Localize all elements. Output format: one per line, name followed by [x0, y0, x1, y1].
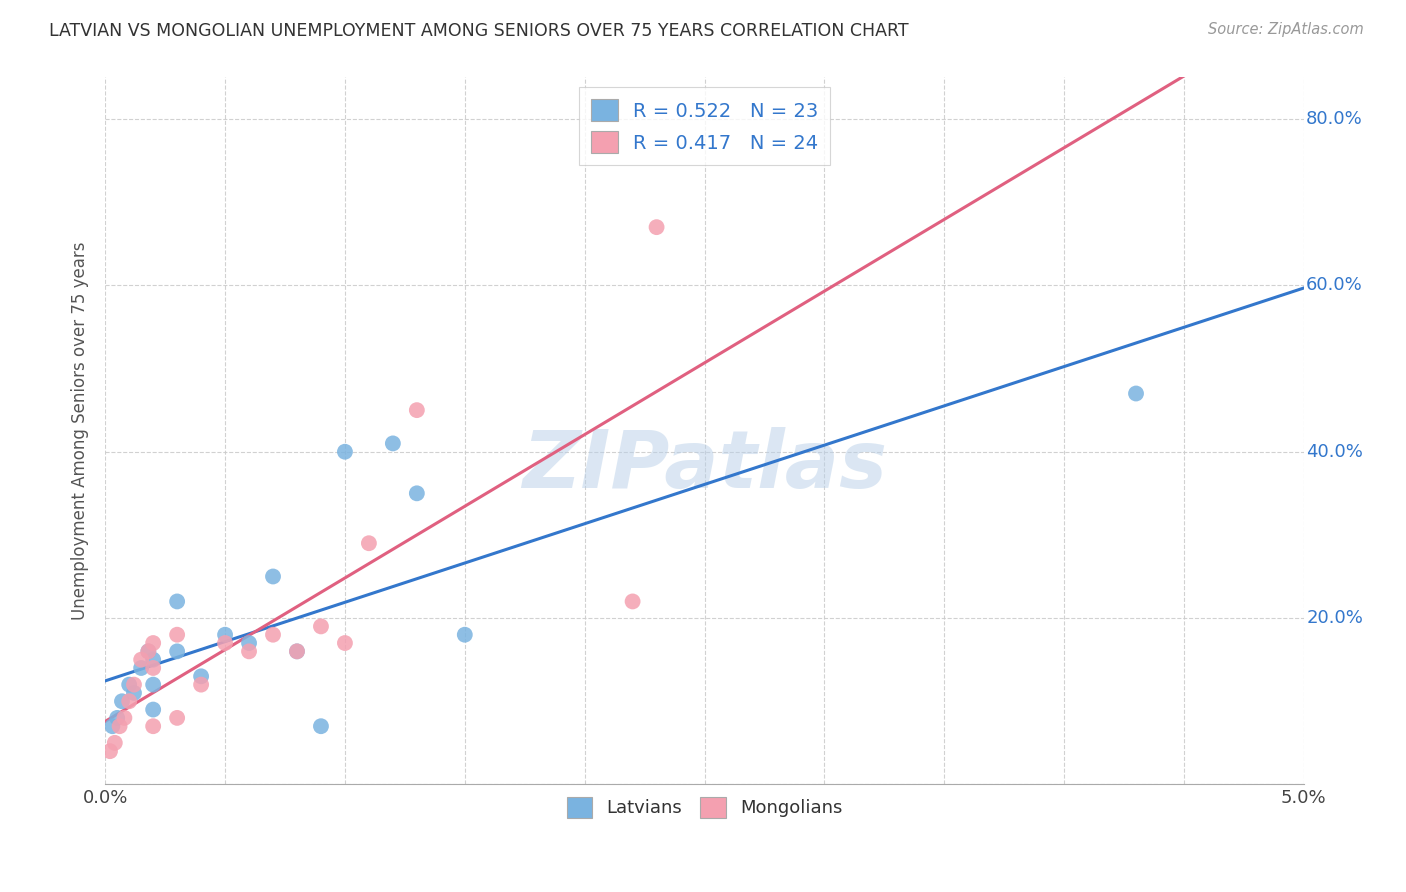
- Text: 20.0%: 20.0%: [1306, 609, 1362, 627]
- Point: [405, 403, 427, 417]
- Point: [118, 694, 141, 708]
- Point: [166, 711, 188, 725]
- Point: [101, 719, 124, 733]
- Point: [166, 628, 188, 642]
- Point: [262, 569, 284, 583]
- Y-axis label: Unemployment Among Seniors over 75 years: Unemployment Among Seniors over 75 years: [72, 242, 89, 620]
- Point: [142, 661, 165, 675]
- Point: [214, 636, 236, 650]
- Point: [105, 711, 128, 725]
- Point: [645, 220, 668, 235]
- Text: LATVIAN VS MONGOLIAN UNEMPLOYMENT AMONG SENIORS OVER 75 YEARS CORRELATION CHART: LATVIAN VS MONGOLIAN UNEMPLOYMENT AMONG …: [49, 22, 908, 40]
- Point: [129, 661, 152, 675]
- Legend: Latvians, Mongolians: Latvians, Mongolians: [560, 789, 849, 825]
- Point: [238, 636, 260, 650]
- Point: [238, 644, 260, 658]
- Point: [454, 628, 477, 642]
- Point: [214, 628, 236, 642]
- Text: 60.0%: 60.0%: [1306, 277, 1362, 294]
- Point: [122, 678, 145, 692]
- Point: [309, 719, 332, 733]
- Point: [108, 719, 131, 733]
- Point: [111, 694, 134, 708]
- Point: [142, 636, 165, 650]
- Text: 80.0%: 80.0%: [1306, 110, 1362, 128]
- Text: Source: ZipAtlas.com: Source: ZipAtlas.com: [1208, 22, 1364, 37]
- Point: [118, 678, 141, 692]
- Point: [190, 678, 212, 692]
- Point: [166, 594, 188, 608]
- Point: [142, 719, 165, 733]
- Point: [138, 644, 160, 658]
- Point: [142, 702, 165, 716]
- Point: [190, 669, 212, 683]
- Point: [381, 436, 404, 450]
- Text: ZIPatlas: ZIPatlas: [522, 427, 887, 505]
- Point: [166, 644, 188, 658]
- Point: [122, 686, 145, 700]
- Text: 40.0%: 40.0%: [1306, 442, 1362, 461]
- Point: [1125, 386, 1147, 401]
- Point: [285, 644, 308, 658]
- Point: [333, 636, 356, 650]
- Point: [405, 486, 427, 500]
- Point: [621, 594, 644, 608]
- Point: [112, 711, 135, 725]
- Point: [142, 653, 165, 667]
- Point: [285, 644, 308, 658]
- Point: [262, 628, 284, 642]
- Point: [333, 444, 356, 458]
- Point: [138, 644, 160, 658]
- Point: [357, 536, 380, 550]
- Point: [104, 736, 127, 750]
- Point: [142, 678, 165, 692]
- Point: [309, 619, 332, 633]
- Point: [129, 653, 152, 667]
- Point: [98, 744, 121, 758]
